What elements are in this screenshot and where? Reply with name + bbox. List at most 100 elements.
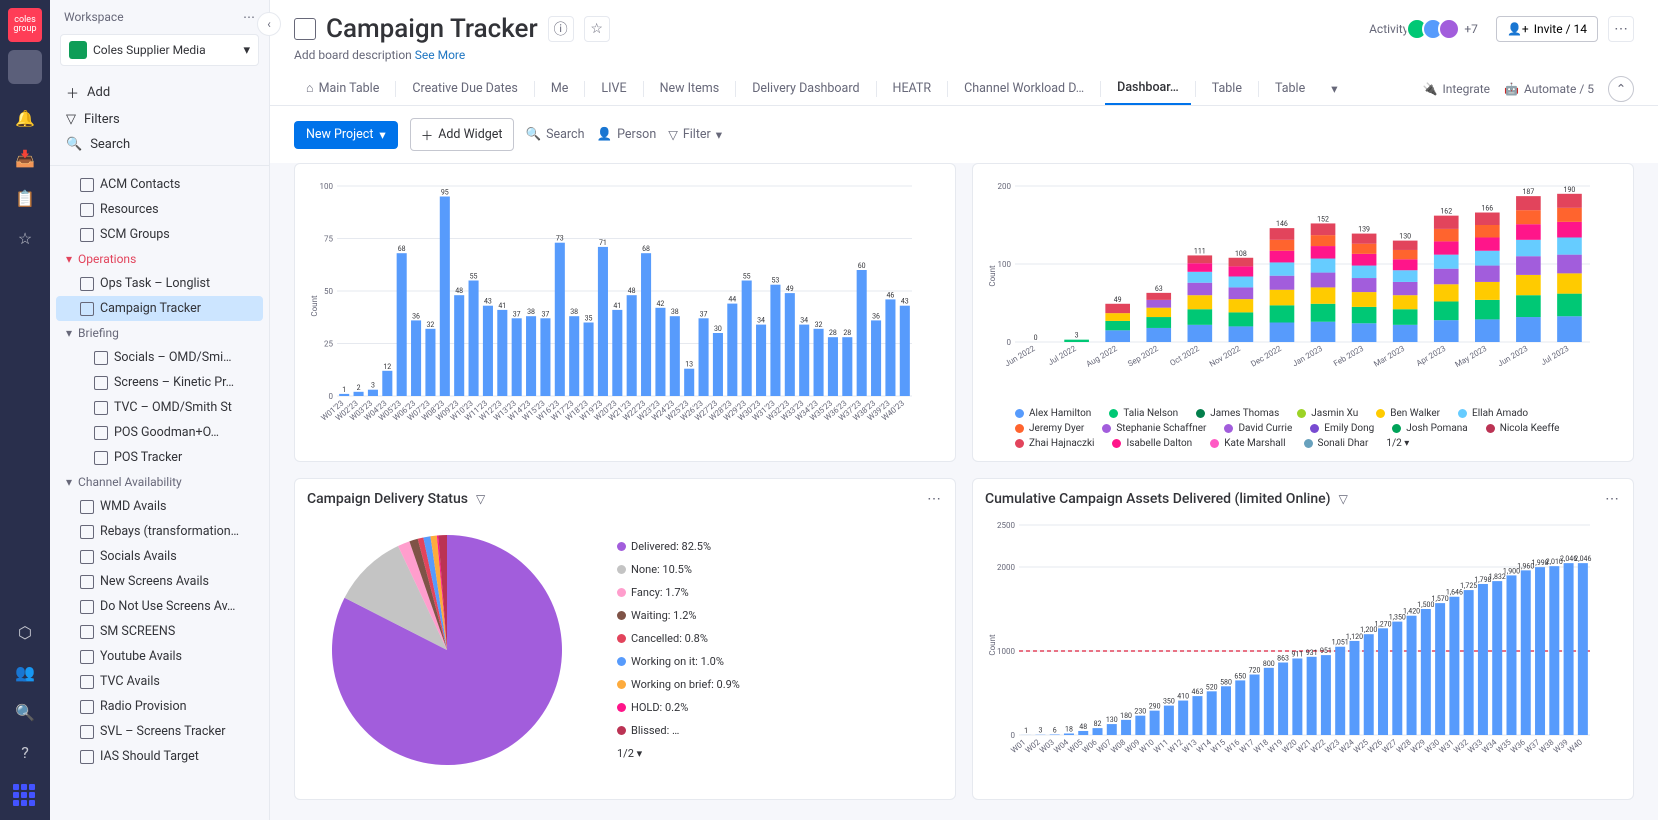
sidebar-board-item[interactable]: ACM Contacts: [56, 172, 263, 197]
activity-log[interactable]: Activity +7: [1369, 18, 1478, 40]
sidebar-board-item[interactable]: Do Not Use Screens Av…: [56, 594, 263, 619]
legend-pager[interactable]: 1/2 ▾: [1386, 438, 1409, 449]
legend-item[interactable]: Ellah Amado: [1458, 408, 1528, 419]
legend-item[interactable]: Ben Walker: [1376, 408, 1440, 419]
legend-item[interactable]: Working on it: 1.0%: [617, 655, 740, 668]
legend-item[interactable]: David Currie: [1224, 423, 1292, 434]
sidebar-board-item[interactable]: POS Tracker: [56, 445, 263, 470]
invite-icon[interactable]: ⬡: [15, 622, 35, 642]
tab-more[interactable]: ▾: [1319, 73, 1349, 105]
sidebar-board-item[interactable]: TVC Avails: [56, 669, 263, 694]
sidebar-filters[interactable]: ▽Filters: [64, 107, 255, 132]
teams-icon[interactable]: 👥: [15, 662, 35, 682]
sidebar-board-item[interactable]: Socials – OMD/Smi…: [56, 345, 263, 370]
legend-item[interactable]: Nicola Keeffe: [1486, 423, 1560, 434]
dashboard-grid: 02550751001W01'232W02'233W03'2312W04'236…: [270, 163, 1658, 820]
legend-item[interactable]: Working on brief: 0.9%: [617, 678, 740, 691]
widget-menu[interactable]: ⋯: [927, 491, 943, 507]
view-tab[interactable]: New Items: [648, 73, 732, 104]
inbox-icon[interactable]: 📥: [15, 148, 35, 168]
filter-icon[interactable]: ▽: [1339, 492, 1348, 506]
legend-item[interactable]: Talia Nelson: [1109, 408, 1178, 419]
sidebar-add[interactable]: ＋Add: [64, 78, 255, 107]
view-tab[interactable]: Delivery Dashboard: [740, 73, 871, 104]
legend-item[interactable]: Jeremy Dyer: [1015, 423, 1084, 434]
legend-item[interactable]: Cancelled: 0.8%: [617, 632, 740, 645]
legend-item[interactable]: Blissed: …: [617, 724, 740, 737]
toolbar-filter[interactable]: ▽Filter▾: [668, 127, 722, 143]
legend-item[interactable]: Delivered: 82.5%: [617, 540, 740, 553]
view-tab[interactable]: Dashboar…: [1105, 72, 1191, 105]
sidebar-board-item[interactable]: New Screens Avails: [56, 569, 263, 594]
sidebar-section[interactable]: ▾ Operations: [56, 247, 263, 271]
view-tab[interactable]: ⌂Main Table: [294, 73, 391, 104]
sidebar-board-item[interactable]: POS Goodman+O…: [56, 420, 263, 445]
view-tab[interactable]: HEATR: [881, 73, 944, 104]
legend-pager[interactable]: 1/2 ▾: [617, 747, 740, 760]
sidebar-board-item[interactable]: SM SCREENS: [56, 619, 263, 644]
legend-item[interactable]: Waiting: 1.2%: [617, 609, 740, 622]
legend-item[interactable]: Stephanie Schaffner: [1102, 423, 1206, 434]
legend-item[interactable]: Alex Hamilton: [1015, 408, 1091, 419]
info-button[interactable]: ⓘ: [548, 16, 574, 42]
favorites-icon[interactable]: ☆: [15, 228, 35, 248]
sidebar-board-item[interactable]: SCM Groups: [56, 222, 263, 247]
sidebar-board-item[interactable]: Rebays (transformation…: [56, 519, 263, 544]
legend-item[interactable]: Kate Marshall: [1210, 438, 1285, 449]
automate-button[interactable]: 🤖Automate / 5: [1504, 82, 1594, 96]
sidebar-board-item[interactable]: Youtube Avails: [56, 644, 263, 669]
search-icon[interactable]: 🔍: [15, 702, 35, 722]
legend-item[interactable]: Emily Dong: [1310, 423, 1374, 434]
sidebar-board-item[interactable]: SVL – Screens Tracker: [56, 719, 263, 744]
legend-item[interactable]: Josh Pomana: [1392, 423, 1468, 434]
sidebar-board-item[interactable]: Ops Task – Longlist: [56, 271, 263, 296]
favorite-button[interactable]: ☆: [584, 16, 610, 42]
sidebar-board-item[interactable]: WMD Avails: [56, 494, 263, 519]
sidebar-board-item[interactable]: Radio Provision: [56, 694, 263, 719]
integrate-button[interactable]: 🔌Integrate: [1422, 82, 1490, 96]
legend-item[interactable]: Zhai Hajnaczki: [1015, 438, 1094, 449]
view-tab[interactable]: Table: [1263, 73, 1317, 104]
view-tab[interactable]: LIVE: [589, 73, 638, 104]
sidebar-board-item[interactable]: Resources: [56, 197, 263, 222]
legend-item[interactable]: Isabelle Dalton: [1112, 438, 1192, 449]
legend-item[interactable]: Fancy: 1.7%: [617, 586, 740, 599]
svg-text:71: 71: [599, 239, 607, 247]
sidebar-collapse-button[interactable]: ‹: [257, 12, 281, 36]
view-tab[interactable]: Channel Workload D…: [952, 73, 1096, 104]
notifications-icon[interactable]: 🔔: [15, 108, 35, 128]
sidebar-board-item[interactable]: Socials Avails: [56, 544, 263, 569]
sidebar-board-item[interactable]: Screens – Kinetic Pr…: [56, 370, 263, 395]
collapse-header-button[interactable]: ⌃: [1608, 76, 1634, 102]
workspace-avatar[interactable]: [8, 50, 42, 84]
my-work-icon[interactable]: 📋: [15, 188, 35, 208]
toolbar-search[interactable]: 🔍Search: [526, 127, 585, 142]
help-icon[interactable]: ?: [15, 742, 35, 762]
see-more-link[interactable]: See More: [415, 48, 465, 62]
sidebar-search[interactable]: 🔍Search: [64, 132, 255, 157]
sidebar-board-item[interactable]: Campaign Tracker: [56, 296, 263, 321]
legend-item[interactable]: James Thomas: [1196, 408, 1279, 419]
board-description[interactable]: Add board description See More: [294, 44, 1634, 72]
filter-icon[interactable]: ▽: [476, 492, 485, 506]
add-widget-button[interactable]: ＋Add Widget: [410, 118, 514, 151]
sidebar-menu-icon[interactable]: ⋯: [243, 10, 255, 24]
sidebar-board-item[interactable]: IAS Should Target: [56, 744, 263, 769]
legend-item[interactable]: None: 10.5%: [617, 563, 740, 576]
invite-button[interactable]: 👤+Invite / 14: [1496, 16, 1598, 42]
toolbar-person[interactable]: 👤Person: [596, 127, 656, 142]
new-project-button[interactable]: New Project▾: [294, 121, 398, 149]
workspace-selector[interactable]: Coles Supplier Media ▾: [60, 34, 259, 66]
widget-menu[interactable]: ⋯: [1605, 491, 1621, 507]
view-tab[interactable]: Creative Due Dates: [400, 73, 530, 104]
legend-item[interactable]: HOLD: 0.2%: [617, 701, 740, 714]
apps-launcher-icon[interactable]: [13, 784, 37, 808]
sidebar-section[interactable]: ▾ Briefing: [56, 321, 263, 345]
sidebar-board-item[interactable]: TVC – OMD/Smith St: [56, 395, 263, 420]
legend-item[interactable]: Jasmin Xu: [1297, 408, 1358, 419]
legend-item[interactable]: Sonali Dhar: [1304, 438, 1369, 449]
view-tab[interactable]: Table: [1200, 73, 1254, 104]
view-tab[interactable]: Me: [539, 73, 581, 104]
board-options-button[interactable]: ⋯: [1608, 16, 1634, 42]
sidebar-section[interactable]: ▾ Channel Availability: [56, 470, 263, 494]
